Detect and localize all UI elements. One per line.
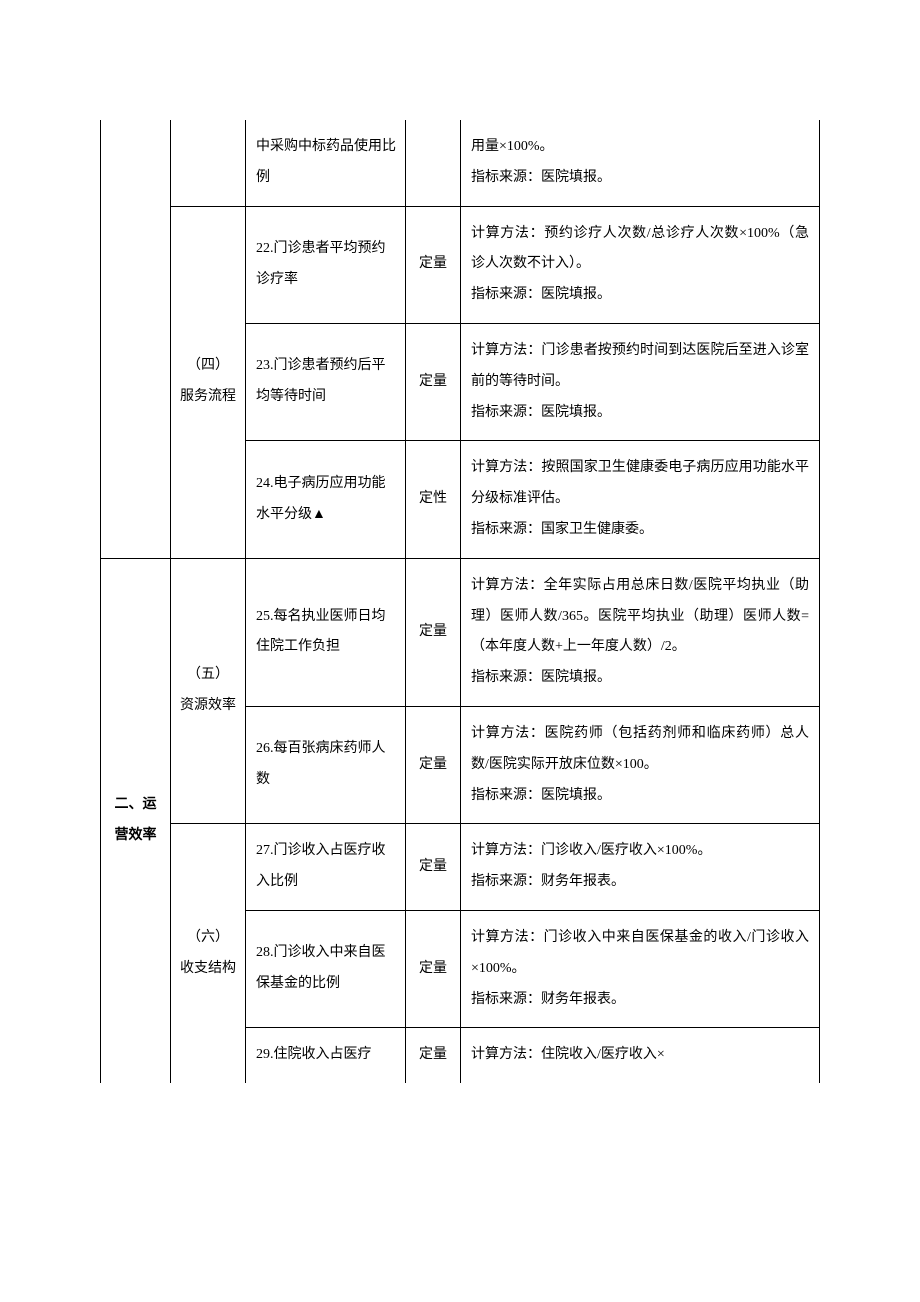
table-row: 二、运营效率 （五）资源效率 25.每名执业医师日均住院工作负担 定量 计算方法…	[101, 558, 820, 706]
cell-type-28: 定量	[406, 910, 461, 1027]
cell-type-21	[406, 120, 461, 206]
cell-desc-24: 计算方法：按照国家卫生健康委电子病历应用功能水平分级标准评估。指标来源：国家卫生…	[461, 441, 820, 558]
cell-indicator-26: 26.每百张病床药师人数	[246, 706, 406, 823]
cell-indicator-25: 25.每名执业医师日均住院工作负担	[246, 558, 406, 706]
cell-indicator-22: 22.门诊患者平均预约诊疗率	[246, 206, 406, 323]
cell-section-4: （四）服务流程	[171, 206, 246, 558]
cell-type-26: 定量	[406, 706, 461, 823]
cell-type-24: 定性	[406, 441, 461, 558]
cell-desc-27: 计算方法：门诊收入/医疗收入×100%。指标来源：财务年报表。	[461, 824, 820, 911]
cell-type-22: 定量	[406, 206, 461, 323]
cell-desc-29: 计算方法：住院收入/医疗收入×	[461, 1028, 820, 1083]
table-row: （六）收支结构 27.门诊收入占医疗收入比例 定量 计算方法：门诊收入/医疗收入…	[101, 824, 820, 911]
cell-desc-21: 用量×100%。指标来源：医院填报。	[461, 120, 820, 206]
cell-indicator-24: 24.电子病历应用功能水平分级▲	[246, 441, 406, 558]
cell-indicator-21: 中采购中标药品使用比例	[246, 120, 406, 206]
cell-type-25: 定量	[406, 558, 461, 706]
cell-desc-26: 计算方法：医院药师（包括药剂师和临床药师）总人数/医院实际开放床位数×100。指…	[461, 706, 820, 823]
cell-section-prev-cont	[171, 120, 246, 206]
cell-section-6: （六）收支结构	[171, 824, 246, 1083]
cell-desc-22: 计算方法：预约诊疗人次数/总诊疗人次数×100%（急诊人次数不计入）。指标来源：…	[461, 206, 820, 323]
cell-indicator-28: 28.门诊收入中来自医保基金的比例	[246, 910, 406, 1027]
cell-category-2: 二、运营效率	[101, 558, 171, 1083]
cell-type-29: 定量	[406, 1028, 461, 1083]
cell-desc-25: 计算方法：全年实际占用总床日数/医院平均执业（助理）医师人数/365。医院平均执…	[461, 558, 820, 706]
cell-category-1-cont	[101, 120, 171, 558]
indicators-table: 中采购中标药品使用比例 用量×100%。指标来源：医院填报。 （四）服务流程 2…	[100, 120, 820, 1083]
cell-indicator-27: 27.门诊收入占医疗收入比例	[246, 824, 406, 911]
table-row: 中采购中标药品使用比例 用量×100%。指标来源：医院填报。	[101, 120, 820, 206]
cell-desc-28: 计算方法：门诊收入中来自医保基金的收入/门诊收入×100%。指标来源：财务年报表…	[461, 910, 820, 1027]
cell-type-27: 定量	[406, 824, 461, 911]
cell-indicator-23: 23.门诊患者预约后平均等待时间	[246, 323, 406, 440]
cell-desc-23: 计算方法：门诊患者按预约时间到达医院后至进入诊室前的等待时间。指标来源：医院填报…	[461, 323, 820, 440]
cell-section-5: （五）资源效率	[171, 558, 246, 824]
cell-type-23: 定量	[406, 323, 461, 440]
cell-indicator-29: 29.住院收入占医疗	[246, 1028, 406, 1083]
table-row: （四）服务流程 22.门诊患者平均预约诊疗率 定量 计算方法：预约诊疗人次数/总…	[101, 206, 820, 323]
